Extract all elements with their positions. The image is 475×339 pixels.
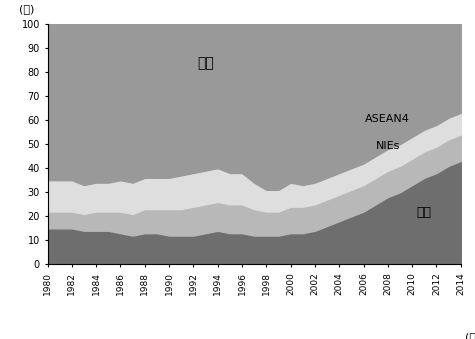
Text: 中国: 中国 — [417, 206, 432, 219]
Text: 日本: 日本 — [197, 56, 214, 70]
Text: (％): (％) — [19, 4, 34, 14]
Text: ASEAN4: ASEAN4 — [365, 115, 410, 124]
Text: NIEs: NIEs — [376, 141, 400, 151]
Text: (年): (年) — [465, 332, 475, 339]
